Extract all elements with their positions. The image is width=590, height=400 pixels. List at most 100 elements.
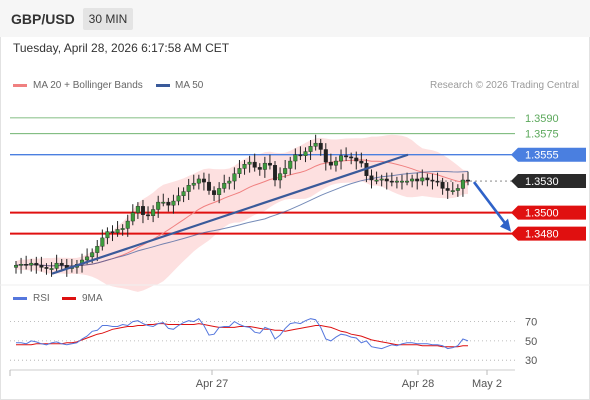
projection-arrow-head: [500, 218, 511, 232]
candle-body: [24, 264, 29, 266]
candle-body: [151, 209, 156, 216]
candle-body: [191, 182, 196, 186]
ma50-line: [15, 170, 469, 267]
candle-body: [339, 155, 344, 162]
candle-body: [374, 179, 379, 182]
candle-body: [389, 180, 394, 183]
candle-body: [466, 179, 471, 182]
candle-body: [303, 151, 308, 156]
level-tag-1.3480: [511, 226, 586, 241]
candle-body: [110, 231, 115, 233]
candle-body: [95, 246, 100, 253]
candle-body: [257, 167, 262, 170]
candle-body: [242, 164, 247, 169]
candle-body: [278, 173, 283, 181]
ma20-label: MA 20 + Bollinger Bands: [33, 80, 143, 91]
candle-body: [354, 157, 359, 162]
candle-body: [171, 200, 176, 206]
candle-body: [318, 142, 323, 150]
candle-body: [212, 190, 217, 195]
level-label-1.3530: 1.3530: [525, 176, 559, 188]
candle-body: [176, 195, 181, 202]
candle-body: [39, 265, 44, 268]
candle-body: [384, 178, 389, 182]
candle-body: [379, 178, 384, 181]
projection-arrow: [472, 181, 509, 227]
candle-body: [166, 201, 171, 206]
candle-body: [90, 252, 95, 258]
level-label-1.3590: 1.3590: [525, 113, 559, 125]
candle-body: [54, 262, 59, 269]
candle-body: [450, 190, 455, 192]
candle-body: [49, 268, 54, 270]
candle-body: [283, 168, 288, 174]
level-tag-1.3555: [511, 147, 586, 162]
rsi-tick-50: 50: [525, 336, 537, 348]
candle-body: [120, 228, 125, 230]
candle-body: [420, 177, 425, 182]
x-tick-label: May 2: [472, 378, 502, 390]
candle-body: [460, 179, 465, 189]
candle-body: [237, 168, 242, 174]
candle-body: [430, 179, 435, 182]
candle-body: [328, 161, 333, 166]
rsi-line: [16, 318, 469, 350]
candle-body: [156, 201, 161, 210]
level-label-1.3575: 1.3575: [525, 129, 559, 141]
level-tag-1.3530: [511, 174, 586, 189]
candle-body: [369, 175, 374, 181]
candle-body: [359, 160, 364, 164]
candle-body: [252, 161, 257, 168]
candle-body: [405, 180, 410, 183]
candle-body: [105, 231, 110, 239]
chart-header: GBP/USD 30 MIN: [0, 0, 590, 37]
candle-body: [247, 161, 252, 165]
candle-body: [298, 154, 303, 157]
candle-body: [217, 188, 222, 195]
symbol-title: GBP/USD: [11, 11, 75, 27]
candle-body: [196, 178, 201, 184]
level-label-1.3555: 1.3555: [525, 150, 559, 162]
candle-body: [34, 262, 39, 266]
rsi-tick-70: 70: [525, 317, 537, 329]
candle-body: [85, 256, 90, 261]
credit-text: Research © 2026 Trading Central: [430, 80, 580, 91]
candle-body: [410, 178, 415, 182]
candle-body: [13, 265, 18, 268]
candle-body: [227, 180, 232, 184]
timeframe-badge[interactable]: 30 MIN: [83, 8, 133, 30]
candle-body: [440, 181, 445, 189]
candle-body: [273, 165, 278, 181]
candle-body: [288, 160, 293, 169]
candle-body: [445, 188, 450, 191]
ma20-swatch: [13, 84, 27, 87]
level-label-1.3500: 1.3500: [525, 208, 559, 220]
candle-body: [262, 162, 267, 170]
ma9-line: [16, 323, 468, 348]
x-tick-label: Apr 28: [402, 378, 434, 390]
candle-body: [201, 178, 206, 183]
candle-body: [206, 181, 211, 191]
candle-body: [222, 182, 227, 189]
candle-body: [425, 177, 430, 181]
candle-body: [323, 149, 328, 163]
candle-body: [455, 188, 460, 191]
candle-body: [44, 267, 49, 269]
timestamp: Tuesday, April 28, 2026 6:17:58 AM CET: [13, 41, 230, 55]
candle-body: [267, 162, 272, 166]
candle-body: [313, 142, 318, 147]
rsi-tick-30: 30: [525, 355, 537, 367]
candle-body: [100, 237, 105, 247]
ma9-swatch: [62, 297, 76, 300]
candle-body: [181, 191, 186, 196]
candle-body: [186, 185, 191, 192]
level-tag-1.3500: [511, 205, 586, 220]
candle-body: [394, 180, 399, 183]
candle-body: [59, 262, 64, 266]
ma50-label: MA 50: [175, 80, 204, 91]
rsi-swatch: [13, 297, 27, 300]
candle-body: [344, 155, 349, 158]
candle-body: [19, 264, 24, 266]
